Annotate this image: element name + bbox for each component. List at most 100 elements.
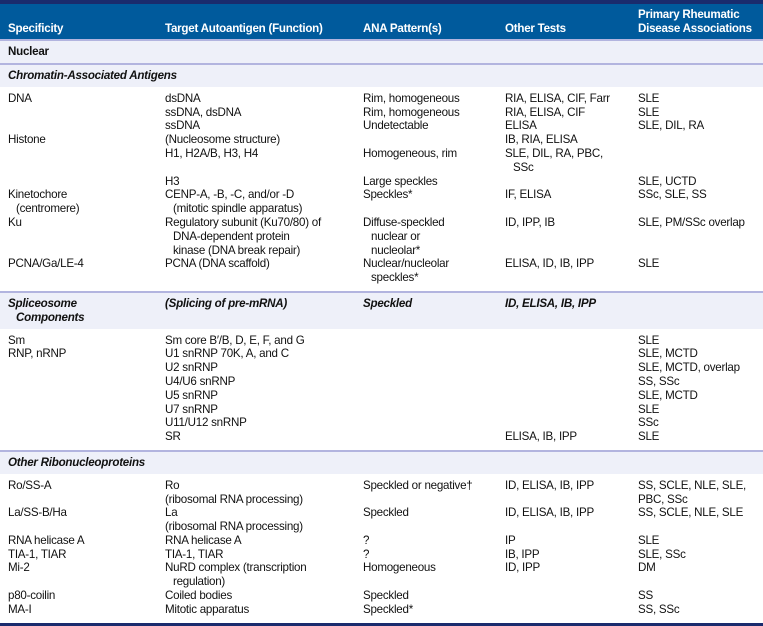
cell-line: PCNA (DNA scaffold) — [165, 257, 270, 271]
cell-line: RIA, ELISA, CIF — [505, 105, 586, 119]
cell-line: Speckled — [363, 506, 409, 520]
cell-target: (ribosomal RNA processing) — [165, 493, 363, 507]
cell-line: SLE, DIL, RA — [638, 119, 704, 133]
cell-disease: SLE, SSc — [638, 548, 763, 562]
cell-line: Mi-2 — [8, 561, 30, 575]
cell-line: ? — [363, 533, 370, 547]
cell-disease: SS, SSc — [638, 602, 763, 626]
cell-specificity: MA-I — [0, 602, 165, 626]
cell-target: SR — [165, 430, 363, 451]
cell-specificity — [0, 375, 165, 389]
header-ana-pattern: ANA Pattern(s) — [363, 0, 505, 41]
cell-ana-pattern: Rim, homogeneous — [363, 87, 505, 106]
cell-specificity: RNP, nRNP — [0, 347, 165, 361]
cell-line: IB, RIA, ELISA — [505, 133, 578, 147]
table-row: ssDNA Undetectable ELISA SLE, DIL, RA — [0, 119, 763, 133]
cell-line: U2 snRNP — [165, 361, 218, 375]
cell-target: RNA helicase A — [165, 534, 363, 548]
cell-target: ssDNA — [165, 119, 363, 133]
cell-other-tests — [505, 375, 638, 389]
cell-line: SLE — [638, 333, 660, 347]
table-row: Histone (Nucleosome structure) IB, RIA, EL… — [0, 133, 763, 147]
cell-target: H3 — [165, 175, 363, 189]
table-body: Nuclear Chromatin-Associated Antigens DNA d… — [0, 39, 763, 626]
cell-line: PBC, SSc — [638, 492, 688, 506]
cell-ana-pattern: Speckles* — [363, 188, 505, 216]
cell-specificity — [0, 520, 165, 534]
cell-line: (mitotic spindle apparatus) — [173, 202, 303, 216]
cell-line: Histone — [8, 133, 46, 147]
cell-other-tests: IB, RIA, ELISA — [505, 133, 638, 147]
cell-line: SLE, MCTD, overlap — [638, 361, 740, 375]
cell-other-tests: ELISA, ID, IB, IPP — [505, 257, 638, 292]
cell-ana-pattern: ? — [363, 534, 505, 548]
cell-line: Speckled* — [363, 602, 413, 616]
cell-other-tests — [505, 329, 638, 348]
cell-ana-pattern: Speckled or negative† — [363, 474, 505, 493]
cell-line: SS — [638, 589, 653, 603]
cell-line: Mitotic apparatus — [165, 602, 250, 616]
cell-disease: SLE, UCTD — [638, 175, 763, 189]
section-title: Chromatin-Associated Antigens — [0, 62, 763, 87]
cell-line: Speckled — [363, 296, 412, 310]
cell-line: SLE — [638, 533, 660, 547]
cell-ana-pattern: Diffuse-speckled nuclear or nucleolar* — [363, 216, 505, 257]
cell-specificity: Histone — [0, 133, 165, 147]
cell-specificity: Ku — [0, 216, 165, 257]
cell-target: (ribosomal RNA processing) — [165, 520, 363, 534]
table-row: Mi-2 NuRD complex (transcription regulatio… — [0, 561, 763, 589]
cell-other-tests — [505, 589, 638, 603]
cell-line: U11/U12 snRNP — [165, 416, 247, 430]
cell-ana-pattern: Undetectable — [363, 119, 505, 133]
cell-line: ELISA — [505, 119, 537, 133]
cell-line: SLE — [638, 402, 660, 416]
cell-line: TIA-1, TIAR — [165, 547, 224, 561]
cell-disease — [638, 520, 763, 534]
cell-ana-pattern: Speckled* — [363, 602, 505, 626]
cell-line: RNA helicase A — [8, 533, 85, 547]
cell-ana-pattern — [363, 430, 505, 451]
cell-line: ID, IPP — [505, 561, 540, 575]
table-row: Ro/SS-A Ro Speckled or negative† ID, ELISA,… — [0, 474, 763, 493]
cell-other-tests — [505, 175, 638, 189]
cell-line: TIA-1, TIAR — [8, 547, 67, 561]
cell-specificity — [0, 430, 165, 451]
cell-ana-pattern — [363, 329, 505, 348]
cell-disease: SLE — [638, 534, 763, 548]
cell-ana-pattern — [363, 133, 505, 147]
table-row: H1, H2A/B, H3, H4 Homogeneous, rim SLE, DI… — [0, 147, 763, 175]
cell-target: Regulatory subunit (Ku70/80) of DNA-depen… — [165, 216, 363, 257]
cell-target: Mitotic apparatus — [165, 602, 363, 626]
cell-target: (Splicing of pre-mRNA) — [165, 290, 363, 329]
cell-line: SS, SCLE, NLE, SLE, — [638, 478, 747, 492]
cell-other-tests — [505, 389, 638, 403]
cell-line: Kinetochore — [8, 188, 68, 202]
cell-disease — [638, 133, 763, 147]
cell-line: SLE, UCTD — [638, 174, 697, 188]
table-row: La/SS-B/Ha La Speckled ID, ELISA, IB, IPP SS… — [0, 506, 763, 520]
cell-line: Ro/SS-A — [8, 478, 52, 492]
table-row: p80-coilin Coiled bodies Speckled SS — [0, 589, 763, 603]
cell-line: dsDNA — [165, 91, 201, 105]
cell-line: ELISA, ID, IB, IPP — [505, 257, 594, 271]
cell-target: Sm core B′/B, D, E, F, and G — [165, 329, 363, 348]
table-row: RNA helicase A RNA helicase A? IP SLE — [0, 534, 763, 548]
cell-line: H3 — [165, 174, 180, 188]
table-header-row: Specificity Target Autoantigen (Function… — [0, 0, 763, 41]
cell-specificity — [0, 361, 165, 375]
cell-line: speckles* — [371, 271, 419, 285]
cell-target: U5 snRNP — [165, 389, 363, 403]
cell-line: Components — [16, 310, 85, 324]
cell-ana-pattern — [363, 389, 505, 403]
cell-other-tests — [505, 347, 638, 361]
cell-specificity — [0, 106, 165, 120]
cell-specificity: Spliceosome Components — [0, 290, 165, 329]
cell-line: nucleolar* — [371, 243, 421, 257]
cell-disease: SLE, MCTD, overlap — [638, 361, 763, 375]
cell-specificity: Ro/SS-A — [0, 474, 165, 493]
cell-line: ssDNA, dsDNA — [165, 105, 242, 119]
cell-other-tests: ELISA — [505, 119, 638, 133]
cell-line: Homogeneous, rim — [363, 146, 457, 160]
cell-line: IP — [505, 533, 516, 547]
cell-ana-pattern: Homogeneous, rim — [363, 147, 505, 175]
